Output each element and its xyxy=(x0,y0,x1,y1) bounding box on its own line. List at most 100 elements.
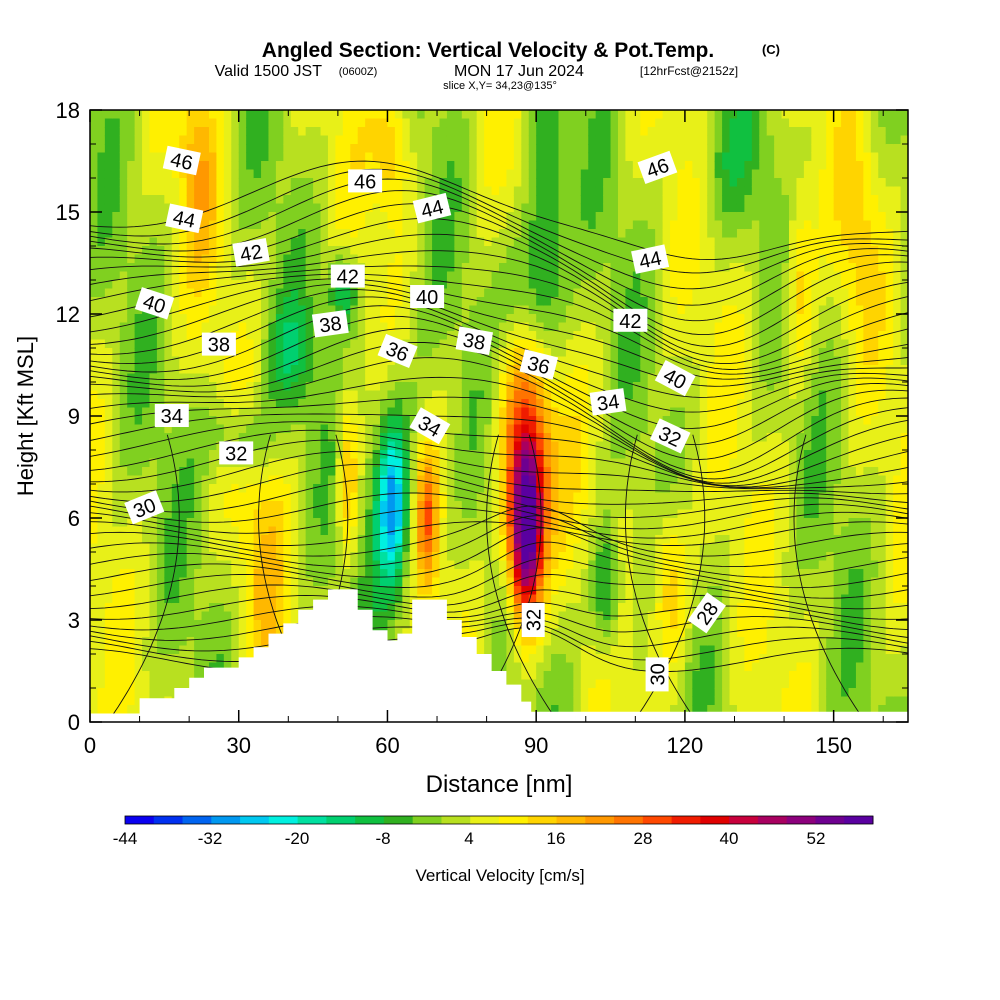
velocity-cell xyxy=(119,280,128,290)
velocity-cell xyxy=(387,263,396,273)
velocity-cell xyxy=(402,229,411,239)
velocity-cell xyxy=(476,229,485,239)
velocity-cell xyxy=(402,586,411,596)
velocity-cell xyxy=(402,220,411,230)
velocity-cell xyxy=(558,399,567,409)
velocity-cell xyxy=(394,518,403,528)
velocity-cell xyxy=(223,569,232,579)
velocity-cell xyxy=(484,433,493,443)
velocity-cell xyxy=(424,382,433,392)
velocity-cell xyxy=(104,246,113,256)
velocity-cell xyxy=(320,365,329,375)
velocity-cell xyxy=(283,399,292,409)
velocity-cell xyxy=(320,263,329,273)
velocity-cell xyxy=(97,118,106,128)
velocity-cell xyxy=(588,110,597,120)
velocity-cell xyxy=(394,297,403,307)
velocity-cell xyxy=(164,314,173,324)
velocity-cell xyxy=(565,127,574,137)
velocity-cell xyxy=(283,586,292,596)
velocity-cell xyxy=(536,475,545,485)
velocity-cell xyxy=(387,144,396,154)
velocity-cell xyxy=(558,365,567,375)
velocity-cell xyxy=(409,450,418,460)
velocity-cell xyxy=(595,620,604,630)
velocity-cell xyxy=(469,382,478,392)
velocity-cell xyxy=(97,475,106,485)
velocity-cell xyxy=(394,203,403,213)
velocity-cell xyxy=(179,297,188,307)
velocity-cell xyxy=(186,645,195,655)
velocity-cell xyxy=(536,203,545,213)
velocity-cell xyxy=(327,526,336,536)
velocity-cell xyxy=(238,399,247,409)
velocity-cell xyxy=(149,365,158,375)
velocity-cell xyxy=(499,484,508,494)
velocity-cell xyxy=(298,501,307,511)
velocity-cell xyxy=(424,161,433,171)
velocity-cell xyxy=(372,399,381,409)
velocity-cell xyxy=(320,543,329,553)
velocity-cell xyxy=(454,577,463,587)
velocity-cell xyxy=(268,535,277,545)
velocity-cell xyxy=(446,229,455,239)
velocity-cell xyxy=(305,271,314,281)
velocity-cell xyxy=(365,305,374,315)
velocity-cell xyxy=(499,475,508,485)
velocity-cell xyxy=(142,195,151,205)
velocity-cell xyxy=(201,237,210,247)
velocity-cell xyxy=(595,637,604,647)
velocity-cell xyxy=(223,135,232,145)
velocity-cell xyxy=(499,356,508,366)
velocity-cell xyxy=(335,501,344,511)
velocity-cell xyxy=(588,322,597,332)
velocity-cell xyxy=(506,229,515,239)
velocity-cell xyxy=(268,220,277,230)
velocity-cell xyxy=(97,535,106,545)
velocity-cell xyxy=(149,169,158,179)
velocity-cell xyxy=(469,169,478,179)
velocity-cell xyxy=(223,212,232,222)
velocity-cell xyxy=(238,543,247,553)
velocity-cell xyxy=(565,161,574,171)
velocity-cell xyxy=(171,586,180,596)
velocity-cell xyxy=(261,569,270,579)
velocity-cell xyxy=(461,458,470,468)
velocity-cell xyxy=(268,628,277,638)
velocity-cell xyxy=(357,339,366,349)
velocity-cell xyxy=(194,586,203,596)
velocity-cell xyxy=(402,195,411,205)
velocity-cell xyxy=(357,118,366,128)
velocity-cell xyxy=(439,382,448,392)
velocity-cell xyxy=(119,373,128,383)
velocity-cell xyxy=(253,288,262,298)
velocity-cell xyxy=(573,246,582,256)
velocity-cell xyxy=(283,229,292,239)
velocity-cell xyxy=(238,518,247,528)
velocity-cell xyxy=(380,331,389,341)
velocity-cell xyxy=(357,229,366,239)
velocity-cell xyxy=(335,484,344,494)
velocity-cell xyxy=(446,526,455,536)
velocity-cell xyxy=(283,195,292,205)
velocity-cell xyxy=(97,237,106,247)
velocity-cell xyxy=(417,135,426,145)
velocity-cell xyxy=(194,195,203,205)
velocity-cell xyxy=(551,152,560,162)
velocity-cell xyxy=(506,620,515,630)
velocity-cell xyxy=(134,611,143,621)
velocity-cell xyxy=(439,322,448,332)
velocity-cell xyxy=(476,637,485,647)
velocity-cell xyxy=(208,271,218,281)
velocity-cell xyxy=(253,407,262,417)
velocity-cell xyxy=(491,407,500,417)
velocity-cell xyxy=(335,543,344,553)
velocity-cell xyxy=(208,645,218,655)
velocity-cell xyxy=(97,552,106,562)
velocity-cell xyxy=(216,586,225,596)
velocity-cell xyxy=(238,195,247,205)
velocity-cell xyxy=(298,195,307,205)
velocity-cell xyxy=(506,178,515,188)
velocity-cell xyxy=(528,407,537,417)
velocity-cell xyxy=(283,254,292,264)
